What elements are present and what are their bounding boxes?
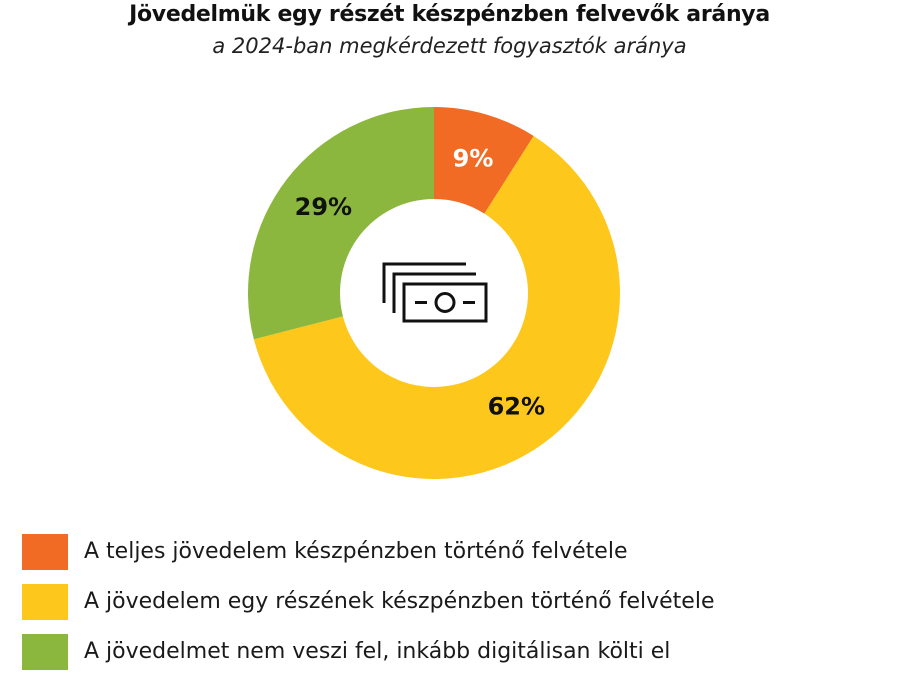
chart-legend: A teljes jövedelem készpénzben történő f… xyxy=(22,533,882,683)
legend-item: A jövedelmet nem veszi fel, inkább digit… xyxy=(22,633,882,670)
legend-swatch xyxy=(22,534,68,570)
legend-label: A jövedelem egy részének készpénzben tör… xyxy=(84,589,715,614)
banknotes-icon xyxy=(382,262,488,323)
legend-item: A jövedelem egy részének készpénzben tör… xyxy=(22,583,882,620)
donut-chart: 9% 62% 29% xyxy=(248,106,620,480)
slice-value-label: 9% xyxy=(453,145,494,173)
slice-value-label: 29% xyxy=(295,193,352,221)
legend-label: A jövedelmet nem veszi fel, inkább digit… xyxy=(84,639,671,664)
legend-label: A teljes jövedelem készpénzben történő f… xyxy=(84,539,628,564)
donut-slices xyxy=(248,106,620,480)
chart-title: Jövedelmük egy részét készpénzben felvev… xyxy=(129,2,770,27)
donut-slice xyxy=(434,107,534,214)
donut-slice xyxy=(248,106,434,340)
legend-swatch xyxy=(22,584,68,620)
chart-subtitle: a 2024-ban megkérdezett fogyasztók arány… xyxy=(212,34,687,58)
donut-slice xyxy=(253,135,620,480)
slice-value-label: 62% xyxy=(488,392,545,420)
legend-swatch xyxy=(22,634,68,670)
legend-item: A teljes jövedelem készpénzben történő f… xyxy=(22,533,882,570)
donut-slice-labels: 9% 62% 29% xyxy=(295,145,545,421)
